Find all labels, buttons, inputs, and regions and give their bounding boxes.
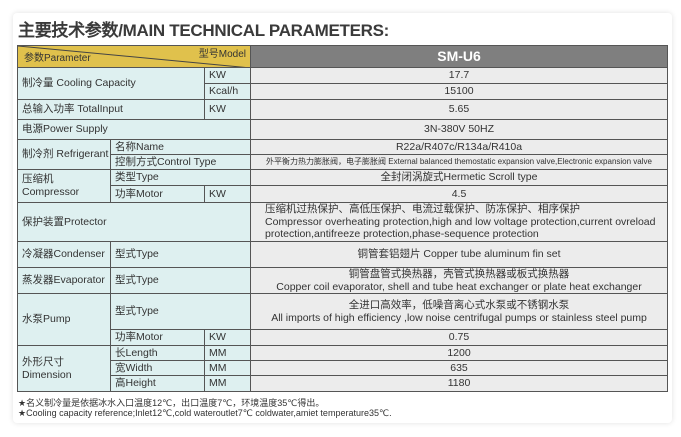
parameters-table: 参数Parameter 型号Model SM-U6 制冷量 Cooling Ca… (16, 45, 669, 393)
footnote: ★Cooling capacity reference;Inlet12℃,col… (18, 408, 392, 418)
evaporator-line: 铜管盘管式换热器，壳管式换热器或板式换热器 (348, 268, 570, 280)
pump-motor-value: 0.75 (250, 329, 669, 347)
cooling-label: 制冷量 Cooling Capacity (17, 67, 205, 100)
pump-line: 全进口高效率，低噪音离心式水泵或不锈钢水泵 (348, 299, 570, 312)
unit: MM (203, 360, 252, 377)
model-header: 型号Model (198, 49, 247, 60)
height-value: 1180 (250, 375, 669, 393)
refrigerant-name-value: R22a/R407c/R134a/R410a (250, 139, 669, 155)
width-label: 宽Width (110, 360, 205, 377)
unit: KW (203, 329, 252, 347)
protector-line: protection,antifreeze protection,phase-s… (265, 228, 539, 241)
unit: KW (203, 185, 252, 203)
refrigerant-label: 制冷剂 Refrigerant (17, 139, 111, 170)
compressor-label-cn: 压缩机 (22, 173, 54, 186)
evaporator-type-label: 型式Type (109, 266, 252, 295)
compressor-motor-label: 功率Motor (110, 185, 205, 203)
unit: MM (203, 375, 252, 393)
header-parameter-model: 参数Parameter 型号Model (16, 45, 252, 68)
protector-value: 压缩机过热保护、高低压保护、电流过载保护、防冻保护、相序保护 Compressor… (250, 202, 669, 242)
condenser-type-label: 型式Type (109, 241, 252, 268)
parameter-header: 参数Parameter (24, 53, 91, 64)
total-input-label: 总输入功率 TotalInput (17, 99, 205, 120)
protector-label: 保护装置Protector (16, 202, 252, 242)
total-input-value: 5.65 (250, 99, 669, 120)
unit: Kcal/h (203, 83, 252, 100)
protector-line: 压缩机过热保护、高低压保护、电流过载保护、防冻保护、相序保护 (265, 203, 581, 216)
length-label: 长Length (110, 345, 205, 362)
compressor-label-en: Compressor (22, 186, 80, 198)
control-type-label: 控制方式Control Type (109, 154, 252, 170)
protector-line: Compressor overheating protection,high a… (265, 215, 656, 228)
cooling-kcal-value: 15100 (250, 83, 669, 100)
control-type-value: 外平衡力热力膨胀阀，电子膨胀阀 External balanced themos… (250, 154, 669, 170)
power-supply-value: 3N-380V 50HZ (250, 119, 669, 140)
pump-type-label: 型式Type (109, 293, 252, 331)
cooling-kw-value: 17.7 (250, 67, 669, 84)
compressor-type-value: 全封闭涡旋式Hermetic Scroll type (250, 169, 669, 186)
pump-type-value: 全进口高效率，低噪音离心式水泵或不锈钢水泵 All imports of high… (250, 293, 669, 331)
compressor-motor-value: 4.5 (250, 185, 669, 203)
width-value: 635 (250, 360, 669, 377)
pump-line: All imports of high efficiency ,low nois… (271, 311, 647, 324)
evaporator-line: Copper coil evaporator, shell and tube h… (276, 280, 642, 293)
page-title: 主要技术参数/MAIN TECHNICAL PARAMETERS: (18, 21, 390, 40)
dimension-label-cn: 外形尺寸 (22, 356, 64, 369)
compressor-label: 压缩机 Compressor (17, 169, 111, 203)
compressor-type-label: 类型Type (109, 169, 252, 186)
power-supply-label: 电源Power Supply (16, 119, 252, 140)
unit: KW (203, 67, 252, 84)
evaporator-label: 蒸发器Evaporator (17, 266, 111, 295)
height-label: 高Height (110, 375, 205, 393)
unit: KW (203, 99, 252, 120)
dimension-label-en: Dimension (22, 368, 72, 381)
footnote: ★名义制冷量是依据冰水入口温度12℃，出口温度7℃，环境温度35℃得出。 (18, 398, 325, 408)
length-value: 1200 (250, 345, 669, 362)
model-name: SM-U6 (250, 45, 669, 68)
diagonal-divider (18, 46, 241, 67)
pump-label: 水泵Pump (17, 293, 111, 347)
condenser-label: 冷凝器Condenser (17, 241, 111, 268)
refrigerant-name-label: 名称Name (109, 139, 252, 155)
dimension-label: 外形尺寸 Dimension (17, 345, 111, 393)
unit: MM (203, 345, 252, 362)
pump-motor-label: 功率Motor (110, 329, 205, 347)
evaporator-value: 铜管盘管式换热器，壳管式换热器或板式换热器 Copper coil evapora… (250, 266, 669, 295)
condenser-value: 铜管套铝翅片 Copper tube aluminum fin set (250, 241, 669, 268)
